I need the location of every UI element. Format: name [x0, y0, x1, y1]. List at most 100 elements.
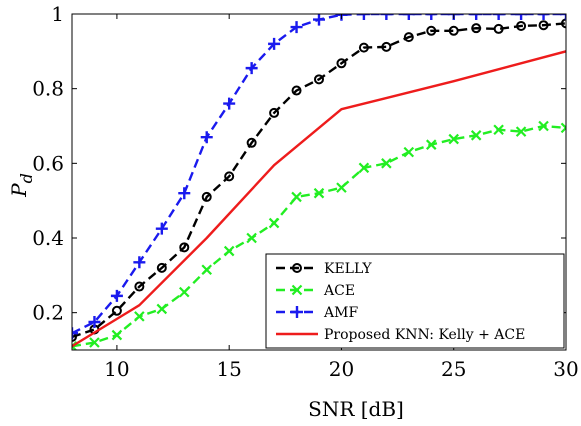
data-point-circle-marker — [403, 32, 414, 43]
y-tick-label: 0.2 — [32, 301, 64, 325]
ticks-layer: 10 15 20 25 30 0.2 0.4 0.6 0.8 1 — [32, 2, 579, 381]
data-point-x-marker — [246, 232, 257, 244]
x-tick-label: 25 — [441, 357, 466, 381]
data-point-circle-marker — [179, 242, 190, 253]
series-0 — [72, 18, 566, 342]
data-point-plus-marker — [290, 21, 303, 34]
data-point-plus-marker — [357, 14, 370, 20]
data-point-x-marker — [560, 122, 566, 134]
data-point-x-marker — [358, 162, 370, 174]
y-axis-label-subscript: d — [17, 173, 36, 183]
legend: KELLY ACE AMF Proposed KNN: Kelly + ACE — [265, 253, 565, 349]
data-point-plus-marker — [88, 316, 101, 328]
data-point-plus-marker — [313, 14, 325, 26]
y-axis-label: Pd — [7, 173, 36, 198]
x-tick-label: 30 — [553, 357, 578, 381]
svg-text:Pd: Pd — [7, 173, 36, 198]
legend-item: Proposed KNN: Kelly + ACE — [276, 327, 525, 343]
data-point-circle-marker — [448, 25, 459, 36]
data-point-plus-marker — [380, 14, 393, 20]
x-axis-label: SNR [dB] — [308, 397, 404, 421]
data-point-circle-marker — [111, 305, 122, 316]
data-point-plus-marker — [110, 289, 123, 302]
series-3 — [72, 50, 566, 348]
data-point-circle-marker — [314, 74, 324, 85]
data-point-plus-marker — [223, 97, 236, 110]
x-tick-label: 10 — [104, 357, 129, 381]
data-point-plus-marker — [178, 187, 191, 200]
data-point-circle-marker — [471, 23, 482, 34]
data-point-plus-marker — [492, 14, 505, 20]
series-line — [72, 50, 566, 348]
data-point-circle-marker — [561, 18, 566, 29]
data-point-plus-marker — [245, 62, 258, 75]
data-point-plus-marker — [537, 14, 550, 20]
y-tick-label: 1 — [51, 2, 64, 26]
data-point-x-marker — [291, 191, 302, 203]
legend-circle-marker — [292, 263, 302, 273]
data-point-plus-marker — [425, 14, 438, 20]
data-point-x-marker — [470, 130, 482, 141]
series-layer — [72, 14, 566, 350]
plot-frame — [71, 13, 567, 351]
legend-label: AMF — [323, 305, 358, 321]
legend-label: Proposed KNN: Kelly + ACE — [324, 327, 525, 343]
data-point-circle-marker — [134, 281, 145, 292]
data-point-x-marker — [268, 217, 280, 229]
data-point-x-marker — [403, 146, 415, 158]
series-1 — [72, 120, 566, 350]
data-point-circle-marker — [426, 25, 437, 36]
data-point-circle-marker — [156, 262, 167, 273]
data-point-circle-marker — [224, 171, 235, 182]
data-point-x-marker — [156, 303, 168, 315]
legend-plus-marker — [291, 306, 303, 318]
legend-item: AMF — [276, 305, 358, 321]
data-point-circle-marker — [201, 191, 212, 202]
data-point-plus-marker — [133, 256, 146, 269]
legend-box — [265, 253, 565, 349]
data-point-circle-marker — [336, 58, 347, 69]
data-point-circle-marker — [381, 41, 392, 52]
data-point-x-marker — [381, 158, 392, 169]
data-point-x-marker — [448, 133, 460, 145]
data-point-x-marker — [515, 126, 527, 137]
data-point-circle-marker — [516, 20, 527, 31]
legend-item: ACE — [276, 283, 355, 299]
data-point-x-marker — [178, 286, 190, 298]
legend-item: KELLY — [276, 261, 372, 277]
data-point-plus-marker — [268, 37, 281, 50]
y-tick-label: 0.8 — [32, 77, 64, 101]
data-point-plus-marker — [402, 14, 415, 20]
data-point-plus-marker — [72, 327, 78, 340]
data-point-x-marker — [89, 337, 100, 348]
data-point-plus-marker — [155, 222, 168, 235]
x-tick-label: 20 — [329, 357, 354, 381]
data-point-circle-marker — [72, 331, 77, 342]
series-line — [72, 22, 566, 339]
data-point-x-marker — [336, 182, 347, 193]
data-point-circle-marker — [269, 107, 280, 118]
data-point-circle-marker — [291, 85, 302, 96]
x-tick-label: 15 — [216, 357, 241, 381]
data-point-x-marker — [134, 311, 145, 322]
data-point-x-marker — [313, 187, 325, 199]
legend-x-marker — [291, 284, 303, 296]
data-point-x-marker — [538, 120, 549, 132]
y-tick-label: 0.6 — [32, 151, 64, 175]
data-point-x-marker — [493, 124, 504, 136]
data-point-x-marker — [201, 264, 213, 276]
data-point-circle-marker — [358, 42, 369, 53]
data-point-circle-marker — [538, 20, 549, 31]
data-point-circle-marker — [493, 23, 504, 34]
data-point-plus-marker — [515, 14, 528, 20]
data-point-x-marker — [425, 139, 437, 150]
y-tick-label: 0.4 — [32, 226, 64, 250]
data-point-plus-marker — [470, 14, 483, 20]
data-point-circle-marker — [246, 137, 257, 148]
legend-label: KELLY — [324, 261, 372, 277]
series-2 — [72, 14, 566, 340]
y-axis-label-main: P — [7, 183, 31, 198]
data-point-plus-marker — [200, 131, 213, 144]
data-point-x-marker — [223, 245, 235, 257]
